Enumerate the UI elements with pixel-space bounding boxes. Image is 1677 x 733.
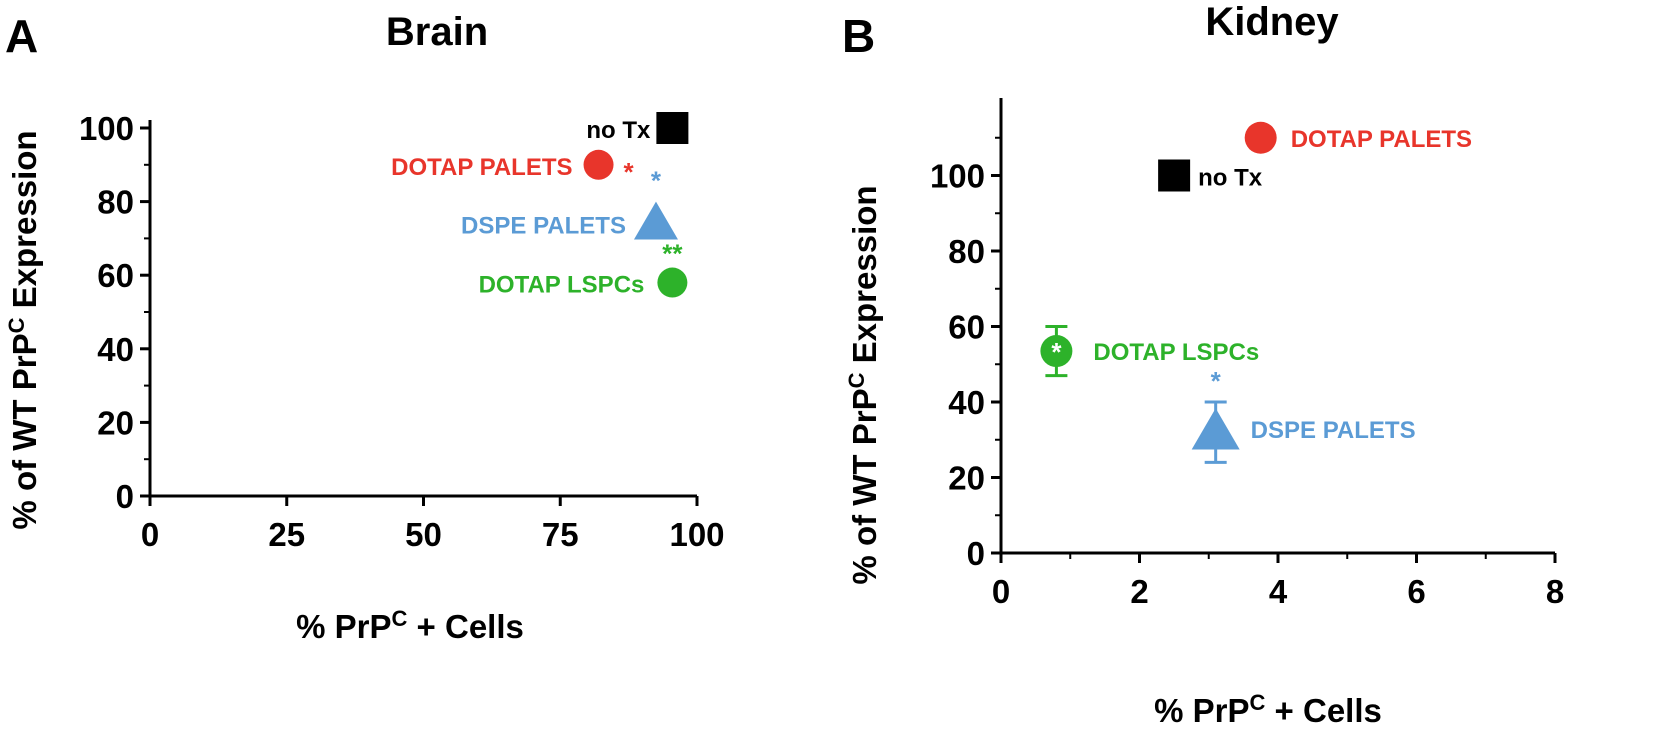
- panel-b-y-tick-label: 0: [967, 535, 985, 572]
- panel-b-x-tick-label: 8: [1546, 573, 1564, 610]
- panel-b-point-no-tx: [1158, 159, 1191, 192]
- panel-a-x-tick-label: 0: [141, 516, 159, 553]
- panel-a-point-dotap-palets-significance: *: [623, 157, 634, 187]
- panel-a-x-tick-label: 25: [268, 516, 305, 553]
- panel-b-point-no-tx-label: no Tx: [1198, 165, 1263, 192]
- panel-a-point-dotap-lspcs-significance: **: [662, 239, 683, 269]
- panel-a-x-tick-label: 75: [542, 516, 579, 553]
- panel-a-title: Brain: [386, 10, 488, 54]
- panel-b-y-axis-title: % of WT PrPC Expression: [844, 185, 883, 584]
- panel-b-y-tick-label: 100: [930, 158, 985, 195]
- panel-a-x-tick-label: 100: [669, 516, 724, 553]
- panel-a-point-no-tx: [656, 112, 689, 144]
- panel-a-point-dotap-lspcs-label: DOTAP LSPCs: [479, 272, 645, 299]
- panel-a-y-tick-label: 80: [97, 184, 134, 221]
- panel-b-letter: B: [842, 10, 875, 62]
- panel-a-y-tick-label: 20: [97, 404, 134, 441]
- panel-a-point-dspe-palets-significance: *: [651, 166, 662, 196]
- panel-b-point-dspe-palets-label: DSPE PALETS: [1251, 417, 1416, 444]
- panel-b-point-dotap-lspcs-significance: *: [1051, 337, 1062, 367]
- panel-b-y-tick-label: 80: [948, 233, 985, 270]
- panel-b-point-dspe-palets: [1191, 408, 1240, 450]
- panel-b-y-tick-label: 20: [948, 460, 985, 497]
- panel-b-x-tick-label: 4: [1269, 573, 1288, 610]
- panel-b-y-tick-label: 60: [948, 309, 985, 346]
- panel-a-point-dspe-palets-label: DSPE PALETS: [461, 213, 626, 240]
- panel-a-point-dotap-lspcs: [657, 267, 688, 298]
- panel-b-point-dotap-palets: [1244, 121, 1277, 154]
- panel-a-point-dspe-palets: [633, 201, 678, 240]
- panel-a-y-tick-label: 0: [116, 478, 134, 515]
- panel-a-plot: 0 20 40 60 80 100 0 25 50 75 100 no Tx DOTAP PALETS *…: [79, 110, 725, 553]
- panel-a-point-dotap-palets: [583, 149, 614, 180]
- panel-a-point-no-tx-label: no Tx: [586, 117, 651, 144]
- panel-b-point-dspe-palets-significance: *: [1211, 366, 1222, 396]
- panel-b-plot: 0 20 40 60 80 100 0 2 4 6 8 DOTAP PALETS no Tx DOTAP …: [930, 98, 1564, 610]
- panel-a-y-tick-label: 40: [97, 331, 134, 368]
- panel-b-y-tick-label: 40: [948, 384, 985, 421]
- panel-a-x-tick-label: 50: [405, 516, 442, 553]
- panel-a-y-tick-label: 100: [79, 110, 134, 147]
- panel-b-x-tick-label: 6: [1407, 573, 1425, 610]
- panel-a-y-tick-label: 60: [97, 257, 134, 294]
- panel-a-point-dotap-palets-label: DOTAP PALETS: [391, 154, 572, 181]
- panel-b-x-tick-label: 2: [1130, 573, 1148, 610]
- panel-a-x-axis-title: % PrPC + Cells: [296, 606, 524, 645]
- panel-b-x-axis-title: % PrPC + Cells: [1154, 690, 1382, 729]
- panel-b-point-dotap-palets-label: DOTAP PALETS: [1291, 126, 1472, 153]
- panel-b-point-dotap-lspcs: [1040, 335, 1073, 368]
- panel-a-y-axis-title: % of WT PrPC Expression: [4, 130, 43, 529]
- panel-b-point-dotap-lspcs-label: DOTAP LSPCs: [1093, 339, 1259, 366]
- panel-a-letter: A: [5, 10, 38, 62]
- panel-b-title: Kidney: [1205, 0, 1339, 44]
- panel-b-x-tick-label: 0: [992, 573, 1010, 610]
